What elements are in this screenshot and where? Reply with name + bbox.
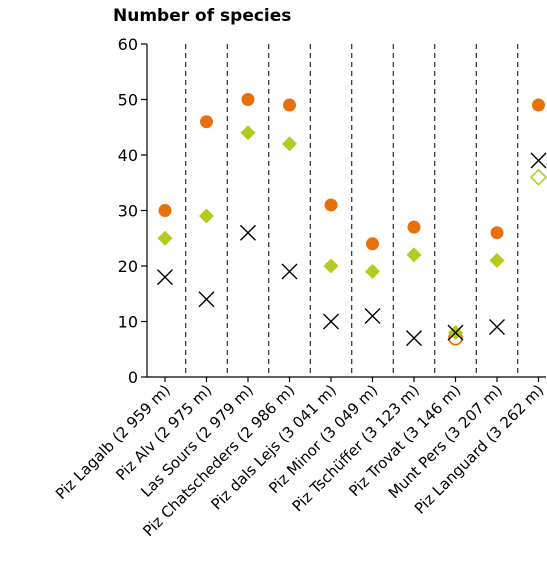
data-point-circle — [324, 198, 338, 212]
y-tick-label: 60 — [118, 35, 138, 54]
data-marks — [157, 93, 547, 347]
data-point-diamond — [406, 247, 422, 263]
y-tick-label: 50 — [118, 91, 138, 110]
data-point-cross — [323, 313, 339, 330]
data-point-circle — [200, 115, 213, 129]
data-point-cross — [489, 319, 505, 336]
data-point-diamond — [157, 230, 173, 246]
x-tick-label: Piz Chatscheders (2 986 m) — [139, 381, 298, 540]
data-point-circle — [158, 204, 172, 217]
category-separators — [185, 44, 519, 377]
data-point-cross — [447, 324, 464, 341]
data-point-cross — [530, 152, 547, 169]
y-tick-label: 40 — [118, 146, 138, 165]
data-point-cross — [198, 291, 215, 308]
data-point-diamond — [489, 252, 505, 268]
data-point-cross — [157, 269, 173, 286]
y-axis-title: Number of species — [113, 6, 292, 26]
data-point-diamond — [529, 168, 547, 186]
data-point-circle — [407, 220, 421, 234]
y-tick-label: 20 — [118, 257, 138, 276]
data-point-cross — [406, 330, 422, 347]
data-point-diamond — [365, 264, 380, 280]
y-tick-label: 10 — [118, 313, 138, 332]
data-point-circle — [532, 98, 545, 112]
data-point-cross — [281, 263, 298, 280]
data-point-cross — [364, 307, 381, 324]
data-point-diamond — [323, 258, 339, 274]
data-point-diamond — [240, 125, 256, 141]
data-point-circle — [241, 93, 255, 106]
data-point-circle — [366, 237, 379, 251]
data-point-circle — [283, 98, 296, 112]
y-tick-label: 0 — [128, 368, 138, 387]
y-tick-label: 30 — [118, 202, 138, 221]
data-point-cross — [240, 224, 256, 241]
data-point-diamond — [199, 208, 214, 224]
data-point-diamond — [282, 136, 297, 152]
data-point-circle — [490, 226, 504, 240]
